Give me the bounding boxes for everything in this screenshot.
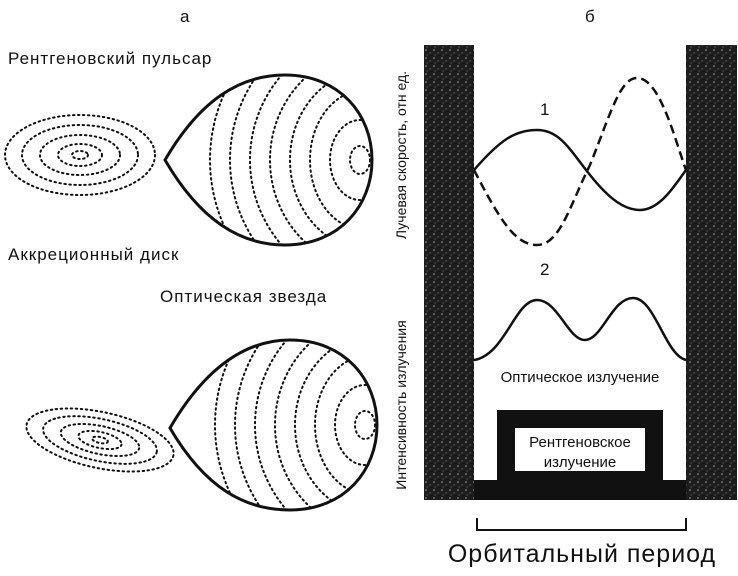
eclipse-band: [686, 45, 737, 500]
accretion-disk-bottom: [21, 397, 179, 483]
accretion-disk-top: [5, 115, 155, 195]
curve-label: 1: [540, 100, 549, 119]
disk-label: Аккреционный диск: [8, 245, 179, 264]
pulsar-label: Рентгеновский пульсар: [8, 49, 212, 68]
optical-star-top: [165, 0, 570, 330]
xray-label: излучение: [544, 454, 617, 471]
y-axis-label: Интенсивность излучения: [393, 320, 409, 489]
panel-label: б: [585, 7, 595, 26]
eclipse-band: [424, 45, 474, 500]
diagram: а Рентгеновский пульсар Аккреционный дис…: [0, 0, 738, 571]
star-label: Оптическая звезда: [160, 287, 327, 306]
period-bracket: [477, 518, 686, 530]
xray-label: Рентгеновское: [529, 434, 631, 451]
optical-curve: [474, 298, 686, 360]
curve-label: 2: [540, 260, 549, 279]
y-axis-label: Лучевая скорость, отн ед.: [393, 71, 409, 239]
curve-1: [474, 130, 686, 210]
panel-label: а: [180, 7, 190, 26]
optical-label: Оптическое излучение: [501, 369, 660, 386]
period-label: Орбитальный период: [448, 540, 716, 568]
